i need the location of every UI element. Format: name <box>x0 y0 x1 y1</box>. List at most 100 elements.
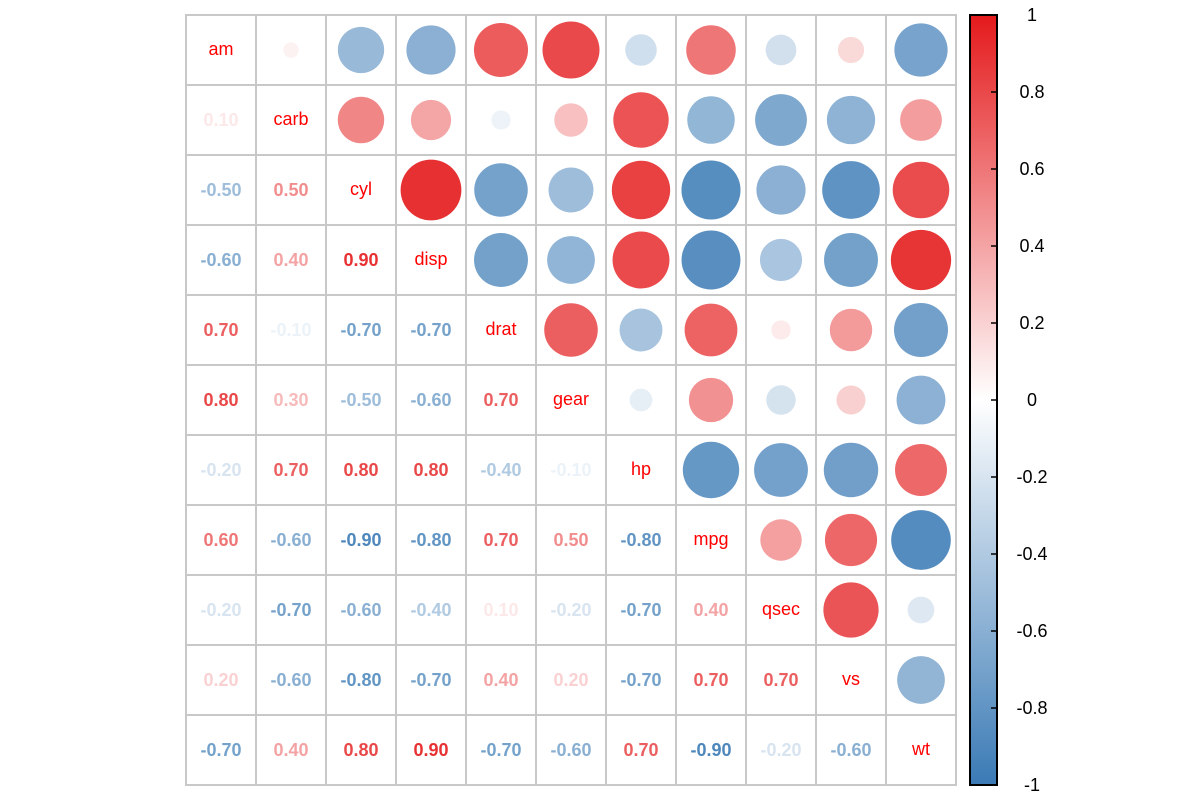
correlation-circle <box>895 444 947 496</box>
correlation-circle <box>823 442 879 498</box>
correlation-circle <box>612 231 670 289</box>
correlation-value: 0.40 <box>483 670 518 690</box>
correlation-circle <box>474 163 528 217</box>
correlation-value: -0.20 <box>200 460 241 480</box>
grid-cell <box>745 644 817 716</box>
grid-cell <box>255 714 327 786</box>
correlation-circle <box>766 385 796 415</box>
correlation-value: -0.10 <box>270 320 311 340</box>
correlation-value: -0.60 <box>340 600 381 620</box>
correlation-value: -0.50 <box>200 180 241 200</box>
correlation-value: -0.80 <box>340 670 381 690</box>
correlation-circle <box>687 96 735 144</box>
correlation-circle <box>822 161 880 219</box>
correlation-circle <box>684 303 738 357</box>
variable-label-gear: gear <box>553 389 589 409</box>
grid-cell <box>185 84 257 156</box>
correlation-value: 0.70 <box>623 740 658 760</box>
correlation-value: -0.60 <box>550 740 591 760</box>
grid-cell <box>535 714 607 786</box>
grid-cell <box>675 504 747 576</box>
grid-cell <box>535 434 607 506</box>
grid-cell <box>395 644 467 716</box>
correlation-value: -0.70 <box>410 320 451 340</box>
grid-cell <box>185 714 257 786</box>
grid-cell <box>325 294 397 366</box>
variable-label-wt: wt <box>911 739 930 759</box>
correlation-circle <box>544 303 598 357</box>
correlation-value: 0.80 <box>413 460 448 480</box>
correlation-circle <box>619 308 663 352</box>
correlation-circle <box>837 36 865 64</box>
correlation-circle <box>337 96 385 144</box>
correlation-circle <box>547 236 595 284</box>
variable-label-cyl: cyl <box>350 179 372 199</box>
colorbar-tick-label: 0.2 <box>1019 313 1044 333</box>
correlation-value: -0.40 <box>410 600 451 620</box>
grid-cell <box>675 644 747 716</box>
grid-cell <box>255 294 327 366</box>
colorbar-tick-label: -1 <box>1024 775 1040 795</box>
correlation-circle <box>823 582 879 638</box>
correlation-circle <box>771 320 791 340</box>
correlation-circle <box>611 160 671 220</box>
correlation-value: -0.80 <box>410 530 451 550</box>
correlation-value: 0.10 <box>483 600 518 620</box>
correlation-value: 0.80 <box>343 740 378 760</box>
colorbar-tick-label: 1 <box>1027 5 1037 25</box>
grid-cell <box>185 294 257 366</box>
correlation-circle <box>756 165 806 215</box>
grid-cell <box>395 294 467 366</box>
correlation-circle <box>613 92 669 148</box>
grid-cell <box>325 84 397 156</box>
correlation-value: 0.40 <box>693 600 728 620</box>
correlation-circle <box>755 94 807 146</box>
correlation-circle <box>836 385 866 415</box>
grid-cell <box>185 574 257 646</box>
grid-cell <box>745 574 817 646</box>
correlation-value: 0.70 <box>483 390 518 410</box>
correlation-circle <box>688 377 734 423</box>
correlation-circle <box>682 441 740 499</box>
correlation-value: -0.60 <box>410 390 451 410</box>
grid-cell <box>465 294 537 366</box>
correlation-value: 0.70 <box>483 530 518 550</box>
grid-cell <box>185 434 257 506</box>
grid-cell <box>605 434 677 506</box>
correlation-value: -0.50 <box>340 390 381 410</box>
correlation-circle <box>548 167 594 213</box>
correlation-value: 0.50 <box>553 530 588 550</box>
grid-cell <box>605 504 677 576</box>
grid-cell <box>535 644 607 716</box>
grid-cell <box>465 504 537 576</box>
variable-label-drat: drat <box>485 319 516 339</box>
correlation-circle <box>824 513 878 567</box>
correlation-value: -0.70 <box>620 600 661 620</box>
correlation-value: -0.80 <box>620 530 661 550</box>
correlation-circle <box>686 25 736 75</box>
correlation-value: -0.60 <box>270 670 311 690</box>
correlation-value: -0.70 <box>340 320 381 340</box>
correlation-value: 0.70 <box>693 670 728 690</box>
correlation-circle <box>900 99 942 141</box>
correlation-value: 0.20 <box>203 670 238 690</box>
correlation-circle <box>406 25 456 75</box>
correlation-value: 0.90 <box>343 250 378 270</box>
variable-label-disp: disp <box>414 249 447 269</box>
variable-label-am: am <box>208 39 233 59</box>
correlation-circle <box>829 308 873 352</box>
grid-cell <box>675 574 747 646</box>
grid-cell <box>605 574 677 646</box>
grid-cell <box>535 364 607 436</box>
correlation-circle <box>765 34 797 66</box>
correlation-circle <box>473 22 529 78</box>
correlation-circle <box>681 160 741 220</box>
variable-label-qsec: qsec <box>762 599 800 619</box>
grid-cell <box>185 364 257 436</box>
correlation-value: -0.40 <box>480 460 521 480</box>
colorbar-tick-label: 0.8 <box>1019 82 1044 102</box>
grid-cell <box>675 714 747 786</box>
grid-cell <box>325 574 397 646</box>
grid-cell <box>255 504 327 576</box>
